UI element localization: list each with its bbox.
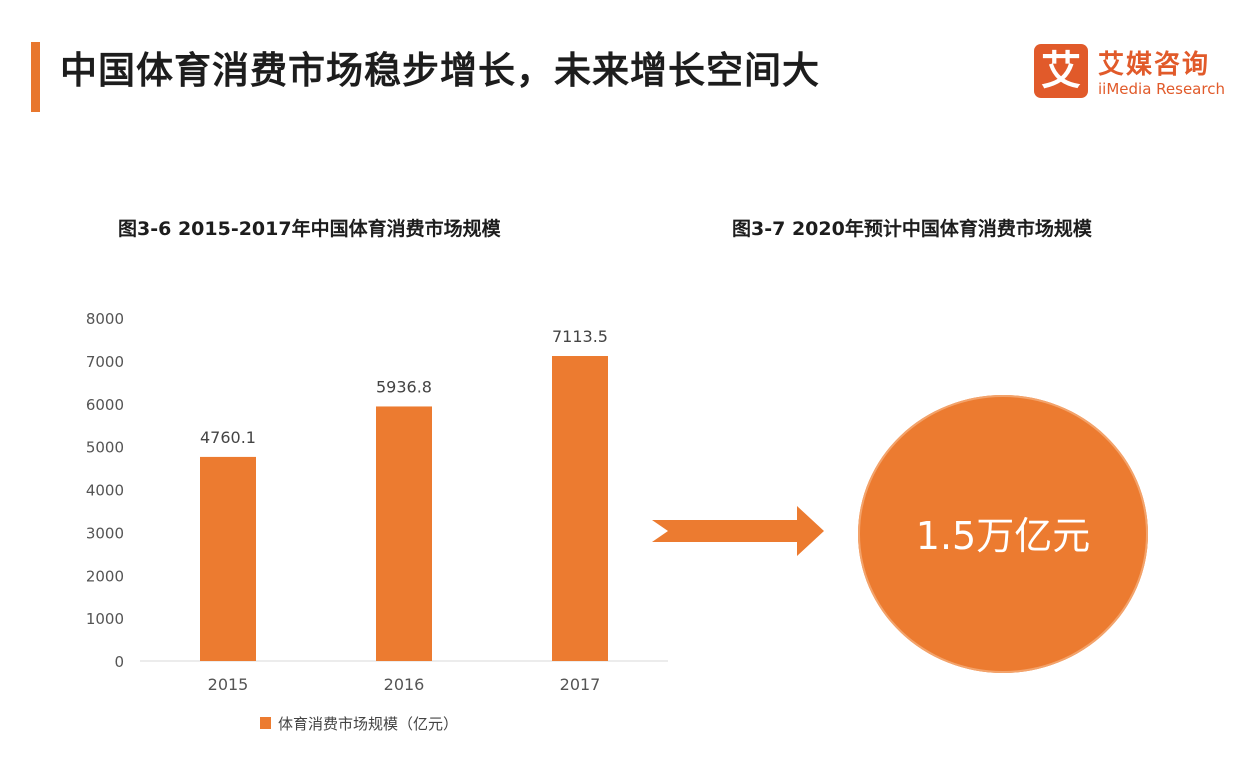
y-tick-label: 2000: [86, 567, 124, 585]
y-axis-ticks: 0 1000 2000 3000 4000 5000 6000 7000 8000: [86, 310, 124, 671]
y-tick-label: 3000: [86, 524, 124, 542]
y-tick-label: 6000: [86, 396, 124, 414]
y-tick-label: 0: [114, 653, 124, 671]
y-tick-label: 8000: [86, 310, 124, 328]
y-tick-label: 4000: [86, 482, 124, 500]
right-arrow-icon: [652, 506, 824, 556]
x-tick-label: 2016: [384, 675, 425, 694]
x-tick-label: 2015: [208, 675, 249, 694]
bar-data-label: 7113.5: [552, 327, 608, 346]
logo-name: 艾媒咨询: [1098, 50, 1211, 80]
y-tick-label: 5000: [86, 439, 124, 457]
legend-label: 体育消费市场规模（亿元）: [278, 715, 459, 733]
bar: [200, 456, 256, 661]
legend-swatch: [260, 717, 271, 729]
y-tick-label: 1000: [86, 610, 124, 628]
x-axis-ticks: 2015 2016 2017: [208, 675, 601, 694]
forecast-value: 1.5万亿元: [915, 514, 1091, 558]
bar-data-label: 4760.1: [200, 428, 256, 447]
bar-data-label: 5936.8: [376, 377, 432, 396]
bar-series: 4760.1 5936.8 7113.5: [200, 327, 608, 661]
x-tick-label: 2017: [560, 675, 601, 694]
logo-subtitle: iiMedia Research: [1098, 80, 1225, 98]
brand-logo: 艾 艾媒咨询 iiMedia Research: [1034, 44, 1244, 106]
bar-chart-title: 图3-6 2015-2017年中国体育消费市场规模: [118, 218, 501, 240]
title-accent-bar: [31, 42, 40, 112]
logo-mark-icon: 艾: [1034, 44, 1088, 98]
bar: [376, 406, 432, 661]
page-title: 中国体育消费市场稳步增长，未来增长空间大: [60, 49, 820, 92]
forecast-circle: 1.5万亿元: [858, 395, 1148, 673]
bar: [552, 356, 608, 661]
forecast-title: 图3-7 2020年预计中国体育消费市场规模: [732, 218, 1092, 240]
y-tick-label: 7000: [86, 353, 124, 371]
